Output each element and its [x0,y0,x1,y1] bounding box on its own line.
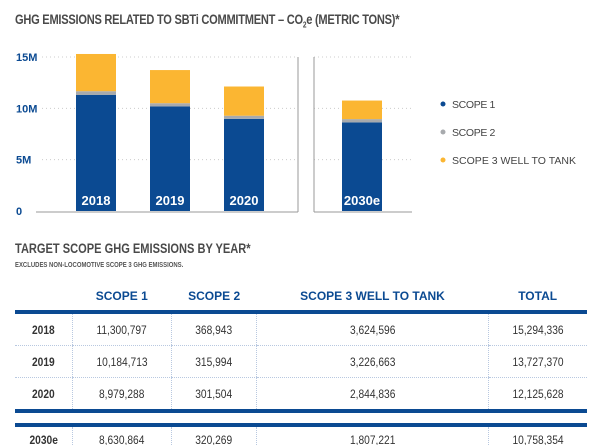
cell-scope1: 8,979,288 [71,377,172,411]
cell-total: 15,294,336 [487,312,587,346]
emissions-table: SCOPE 1 SCOPE 2 SCOPE 3 WELL TO TANK TOT… [15,282,587,445]
cell-value: 2030e [29,433,58,445]
cell-scope3: 3,226,663 [256,345,489,378]
cell-value: 8,979,288 [99,386,145,401]
cell-value: 13,727,370 [512,354,564,369]
cell-total: 12,125,628 [487,377,587,411]
cell-value: 2018 [31,322,55,337]
cell-scope2: 301,504 [171,377,257,411]
cell-scope3: 3,624,596 [256,312,489,346]
cell-value: 2019 [31,354,55,369]
cell-scope1: 8,630,864 [71,423,172,445]
cell-value: 11,300,797 [96,322,147,337]
cell-value: 10,758,354 [512,433,564,445]
table-note: EXCLUDES NON-LOCOMOTIVE SCOPE 3 GHG EMIS… [15,262,184,269]
legend-label: SCOPE 3 WELL TO TANK [452,155,576,167]
cell-year: 2030e [15,423,72,445]
category-label: 2019 [156,193,185,208]
header-scope3: SCOPE 3 WELL TO TANK [256,282,489,314]
legend-dot [440,129,446,135]
cell-value: 315,994 [195,354,233,369]
bar-scope-2-2020 [224,115,264,119]
cell-year: 2018 [15,312,72,346]
cell-value: 12,125,628 [512,386,564,401]
cell-year: 2020 [15,378,72,412]
table-title: TARGET SCOPE GHG EMISSIONS BY YEAR* [15,241,251,256]
bar-scope-1-2019 [150,106,190,211]
bar-scope-2-2019 [150,103,190,107]
cell-scope3: 1,807,221 [256,423,489,445]
header-total: TOTAL [488,282,587,314]
cell-value: 3,226,663 [349,354,396,369]
bar-scope-1-2018 [76,94,116,211]
y-tick-label: 5M [16,155,31,167]
cell-scope2: 320,269 [171,423,257,445]
cell-value: 10,184,713 [96,354,148,369]
cell-value: 301,504 [195,386,233,401]
cell-value: 3,624,596 [349,322,396,337]
table-row: 2019 10,184,713 315,994 3,226,663 13,727,370 [15,345,587,378]
category-label: 2020 [230,193,259,208]
cell-year: 2019 [15,345,72,378]
table-divider [15,409,587,425]
cell-scope2: 315,994 [171,345,257,378]
stacked-bar-chart: 0 5M 10M 15M 2018 2019 2020 2030e SCOPE 1 SCOPE 2… [16,52,576,218]
legend-dot [440,157,446,163]
bar-scope-3-well-to-tank-2018 [76,53,116,92]
bar-scope-2-2030e [342,119,382,123]
legend-label: SCOPE 2 [452,127,496,139]
bar-scope-1-2030e [342,122,382,211]
y-tick-label: 0 [16,206,22,218]
cell-value: 1,807,221 [349,433,396,445]
y-tick-label: 15M [16,52,37,64]
y-tick-label: 10M [16,103,37,115]
chart-title-end: e (METRIC TONS)* [306,12,400,27]
legend-label: SCOPE 1 [452,99,496,111]
cell-value: 15,294,336 [512,322,564,337]
bar-scope-3-well-to-tank-2020 [224,86,264,116]
header-scope2: SCOPE 2 [171,282,257,314]
cell-value: 2020 [31,386,55,401]
cell-value: 320,269 [195,433,233,445]
chart-title-subscript: 2 [302,20,307,30]
cell-value: 368,943 [195,322,233,337]
cell-scope1: 11,300,797 [71,312,172,346]
chart-title: GHG EMISSIONS RELATED TO SBTi COMMITMENT… [15,12,400,30]
cell-scope2: 368,943 [171,312,257,346]
table-row: 2030e 8,630,864 320,269 1,807,221 10,758,354 [15,423,587,445]
table-row: 2018 11,300,797 368,943 3,624,596 15,294,336 [15,312,587,346]
cell-total: 13,727,370 [487,345,587,378]
cell-scope1: 10,184,713 [71,345,172,378]
category-label: 2030e [344,193,380,208]
bar-scope-2-2018 [76,91,116,95]
cell-value: 2,844,836 [349,386,396,401]
header-year [15,282,72,314]
bar-scope-1-2020 [224,118,264,211]
cell-value: 8,630,864 [99,433,145,445]
chart-title-main: GHG EMISSIONS RELATED TO SBTi COMMITMENT… [15,12,303,27]
table-header-row: SCOPE 1 SCOPE 2 SCOPE 3 WELL TO TANK TOT… [15,282,587,314]
category-label: 2018 [82,193,111,208]
header-scope1: SCOPE 1 [72,282,172,314]
table-row: 2020 8,979,288 301,504 2,844,836 12,125,628 [15,377,587,412]
cell-total: 10,758,354 [487,423,587,445]
bar-scope-3-well-to-tank-2019 [150,70,190,104]
cell-scope3: 2,844,836 [256,377,489,411]
bar-scope-3-well-to-tank-2030e [342,100,382,120]
legend-dot [440,101,446,107]
